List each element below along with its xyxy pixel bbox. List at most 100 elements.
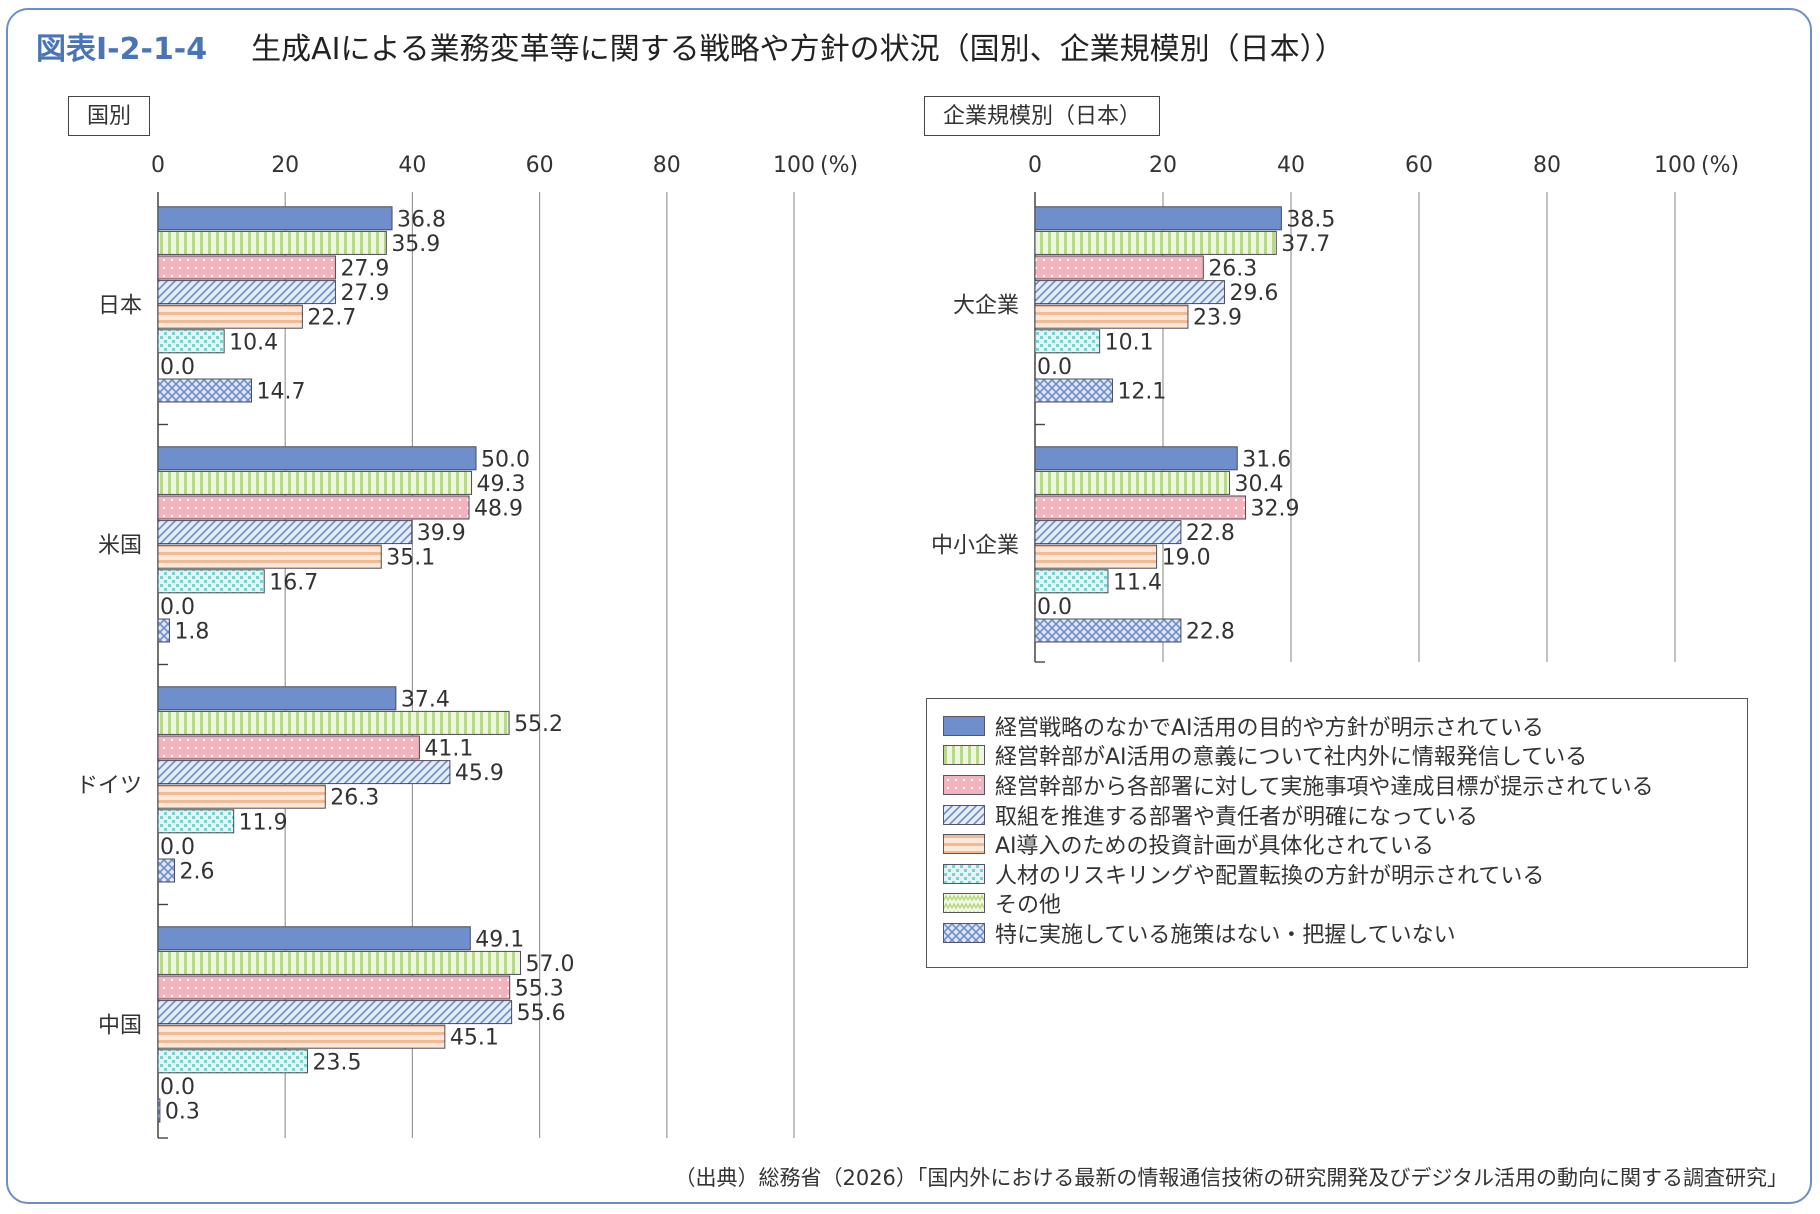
data-label: 30.4 bbox=[1235, 472, 1284, 497]
figure-header: 図表Ⅰ-2-1-4 生成AIによる業務変革等に関する戦略や方針の状況（国別、企業規… bbox=[36, 24, 1345, 68]
bar bbox=[157, 710, 510, 735]
figure-number: 図表Ⅰ-2-1-4 bbox=[36, 32, 208, 67]
bar bbox=[157, 544, 382, 569]
bar bbox=[157, 760, 451, 785]
legend-item: 経営幹部がAI活用の意義について社内外に情報発信している bbox=[943, 741, 1747, 771]
data-label: 55.2 bbox=[514, 712, 563, 737]
data-label: 0.0 bbox=[1037, 355, 1072, 380]
bar bbox=[157, 1024, 446, 1049]
bar bbox=[1034, 329, 1101, 354]
data-label: 23.9 bbox=[1193, 306, 1242, 331]
legend-swatch bbox=[943, 804, 985, 825]
bar bbox=[1034, 544, 1158, 569]
legend-label: 特に実施している施策はない・把握していない bbox=[995, 922, 1456, 948]
bar bbox=[157, 520, 413, 545]
bar bbox=[1034, 304, 1189, 329]
x-tick-label: 80 bbox=[1533, 153, 1561, 178]
data-label: 26.3 bbox=[1208, 257, 1257, 282]
bar bbox=[157, 470, 473, 495]
bar bbox=[1034, 618, 1182, 643]
bar bbox=[157, 686, 397, 711]
data-label: 35.9 bbox=[391, 232, 440, 257]
bar bbox=[157, 1000, 513, 1025]
data-label: 38.5 bbox=[1286, 207, 1335, 232]
bar bbox=[1034, 378, 1113, 403]
data-label: 45.1 bbox=[450, 1026, 499, 1051]
data-label: 45.9 bbox=[455, 761, 504, 786]
data-label: 10.4 bbox=[229, 330, 278, 355]
chart-by-company-size: 0 20 40 60 80 100 (%) 大企業 38.537.7 26.329.623.9 10… bbox=[931, 153, 1739, 663]
data-label: 31.6 bbox=[1242, 447, 1291, 472]
bar bbox=[1034, 446, 1238, 471]
bar bbox=[157, 280, 336, 305]
bar bbox=[157, 975, 511, 1000]
legend-item: 特に実施している施策はない・把握していない bbox=[943, 918, 1747, 948]
x-tick-label: 60 bbox=[1405, 153, 1433, 178]
chart-by-country: 0 20 40 60 80 100 (%)日本36.835.927.927.922.710.… bbox=[76, 153, 858, 1139]
data-label: 29.6 bbox=[1229, 281, 1278, 306]
data-label: 0.0 bbox=[160, 835, 195, 860]
bar bbox=[157, 495, 470, 520]
x-tick-label: 20 bbox=[1149, 153, 1177, 178]
legend-item: 経営戦略のなかでAI活用の目的や方針が明示されている bbox=[943, 711, 1747, 741]
bar bbox=[1034, 470, 1231, 495]
bar bbox=[157, 784, 326, 809]
bar bbox=[157, 304, 303, 329]
data-label: 2.6 bbox=[180, 860, 215, 885]
bar bbox=[157, 1098, 161, 1123]
data-label: 11.9 bbox=[239, 810, 288, 835]
x-tick-label: 40 bbox=[1277, 153, 1305, 178]
bar bbox=[1034, 569, 1109, 594]
legend-swatch bbox=[943, 863, 985, 884]
data-label: 32.9 bbox=[1251, 497, 1300, 522]
bar bbox=[157, 230, 387, 255]
x-axis-unit: (%) bbox=[820, 153, 858, 178]
data-label: 0.0 bbox=[1037, 595, 1072, 620]
data-label: 41.1 bbox=[424, 737, 473, 762]
bar bbox=[1034, 280, 1225, 305]
legend-label: 経営幹部がAI活用の意義について社内外に情報発信している bbox=[995, 745, 1588, 771]
x-tick-label: 80 bbox=[653, 153, 681, 178]
bar bbox=[157, 926, 471, 951]
data-label: 0.3 bbox=[165, 1100, 200, 1125]
legend-swatch bbox=[943, 715, 985, 736]
data-label: 14.7 bbox=[256, 380, 305, 405]
bar bbox=[157, 569, 265, 594]
category-label: 大企業 bbox=[953, 293, 1019, 318]
legend-item: 人材のリスキリングや配置転換の方針が明示されている bbox=[943, 859, 1747, 889]
legend-label: 経営戦略のなかでAI活用の目的や方針が明示されている bbox=[995, 715, 1544, 741]
source-note: （出典）総務省（2026）「国内外における最新の情報通信技術の研究開発及びデジタ… bbox=[674, 1166, 1788, 1190]
data-label: 10.1 bbox=[1105, 330, 1154, 355]
bar bbox=[157, 735, 420, 760]
legend-label: 人材のリスキリングや配置転換の方針が明示されている bbox=[995, 863, 1545, 889]
category-label: 日本 bbox=[98, 293, 142, 318]
data-label: 16.7 bbox=[269, 570, 318, 595]
data-label: 27.9 bbox=[340, 257, 389, 282]
legend-item: その他 bbox=[943, 889, 1747, 918]
bar bbox=[157, 255, 336, 280]
bar bbox=[1034, 230, 1277, 255]
data-label: 55.3 bbox=[515, 977, 564, 1002]
data-label: 49.3 bbox=[477, 472, 526, 497]
x-tick-label: 100 bbox=[1654, 153, 1696, 178]
legend: 経営戦略のなかでAI活用の目的や方針が明示されている経営幹部がAI活用の意義につ… bbox=[926, 698, 1748, 968]
category-label: 米国 bbox=[98, 533, 142, 558]
bar bbox=[157, 206, 393, 231]
data-label: 11.4 bbox=[1113, 570, 1162, 595]
data-label: 12.1 bbox=[1117, 380, 1166, 405]
x-tick-label: 100 bbox=[773, 153, 815, 178]
legend-swatch bbox=[943, 922, 985, 943]
legend-label: 取組を推進する部署や責任者が明確になっている bbox=[995, 804, 1478, 830]
data-label: 36.8 bbox=[397, 207, 446, 232]
bar bbox=[157, 809, 235, 834]
legend-label: 経営幹部から各部署に対して実施事項や達成目標が提示されている bbox=[995, 774, 1654, 800]
data-label: 0.0 bbox=[160, 595, 195, 620]
data-label: 39.9 bbox=[417, 521, 466, 546]
data-label: 49.1 bbox=[475, 927, 524, 952]
legend-item: 経営幹部から各部署に対して実施事項や達成目標が提示されている bbox=[943, 770, 1747, 800]
bar bbox=[1034, 255, 1204, 280]
figure-frame bbox=[6, 8, 1812, 1204]
bar bbox=[157, 378, 252, 403]
x-tick-label: 60 bbox=[526, 153, 554, 178]
